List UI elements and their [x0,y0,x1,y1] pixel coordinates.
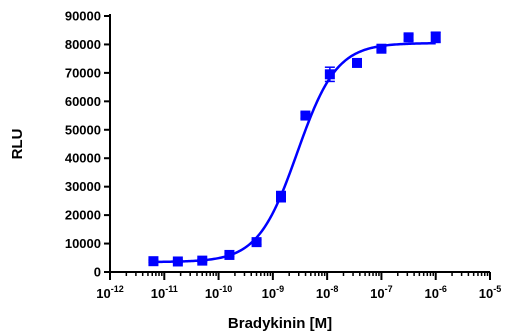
y-tick-label: 10000 [65,236,101,251]
point-marker [224,249,235,260]
x-tick-label: 10-6 [424,284,446,301]
fit-curve [153,41,436,264]
data-point [352,57,362,68]
y-axis: 0 10000 20000 30000 40000 50000 60000 70000 8000… [65,9,111,280]
x-tick-label: 10-7 [370,284,392,301]
point-marker [172,256,183,267]
point-marker [403,32,414,43]
data-point [172,256,183,267]
data-point [300,110,311,121]
point-marker [276,191,286,202]
y-tick-label: 70000 [65,65,101,80]
x-tick-label: 10-10 [205,284,232,301]
x-tick-label: 10-8 [316,284,338,301]
x-axis: 10-12 10-11 10-10 10-9 10-8 10-7 10-6 10-5 [96,271,501,301]
point-marker [148,256,159,267]
data-points [148,31,441,267]
y-axis-title: RLU [9,129,26,160]
x-tick-label: 10-5 [479,284,501,301]
data-point [276,190,286,203]
data-point [224,249,235,260]
data-point [430,31,441,44]
point-marker [300,110,311,121]
y-tick-label: 40000 [65,151,101,166]
point-marker [430,32,441,43]
y-tick-label: 20000 [65,208,101,223]
data-point [376,43,387,54]
x-tick-label: 10-12 [96,284,123,301]
data-point [148,256,159,267]
point-marker [324,69,335,80]
y-tick-label: 0 [94,265,101,280]
point-marker [376,43,387,54]
data-point [197,255,208,266]
data-point [324,66,335,83]
y-tick-label: 60000 [65,94,101,109]
x-axis-title: Bradykinin [M] [228,315,332,332]
y-tick-label: 50000 [65,122,101,137]
data-point [251,237,262,248]
data-point [403,32,414,43]
y-tick-label: 30000 [65,179,101,194]
point-marker [251,237,262,248]
x-tick-label: 10-11 [151,284,178,301]
x-tick-label: 10-9 [262,284,284,301]
y-tick-label: 90000 [65,9,101,24]
y-tick-label: 80000 [65,37,101,52]
point-marker [352,57,362,68]
point-marker [197,255,208,266]
